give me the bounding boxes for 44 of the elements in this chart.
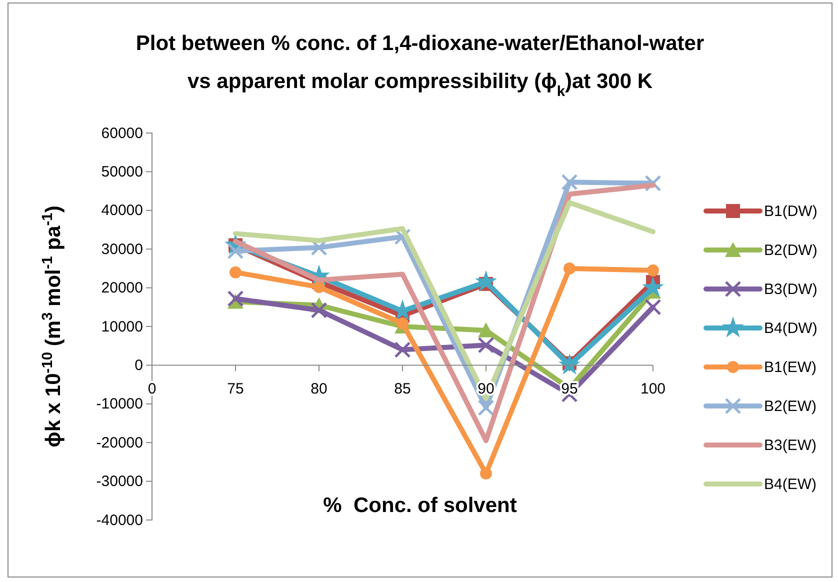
legend-label: B4(EW) [764, 476, 817, 493]
y-tick-label: 40000 [101, 202, 143, 220]
legend-label: B3(DW) [764, 281, 818, 298]
y-tick-label: 30000 [101, 240, 143, 258]
chart-title: Plot between % conc. of 1,4-dioxane-water/Ethanol-water vs apparent molar compressibility (ϕ$_{k}$)at 300 K [136, 32, 704, 100]
x-tick-label: 90 [478, 380, 494, 398]
point [564, 262, 576, 274]
y-tick-label: 10000 [101, 318, 143, 336]
point [313, 281, 325, 294]
y-tick-label: 50000 [101, 164, 143, 180]
legend-label: B1(EW) [764, 359, 817, 376]
x-tick-label: 85 [394, 380, 411, 398]
y-tick-label: 20000 [101, 280, 143, 297]
x-tick-label: 100 [640, 380, 666, 398]
point [230, 266, 242, 278]
x-tick-label: 0 [148, 380, 156, 398]
point [644, 298, 662, 316]
point [558, 354, 580, 375]
legend-label: B3(EW) [764, 437, 817, 454]
point [480, 468, 492, 480]
point [647, 264, 659, 276]
point [642, 276, 664, 298]
y-tick-label: 0 [134, 357, 143, 374]
y-tick-label: 60000 [101, 124, 143, 142]
y-tick-label: -30000 [96, 473, 143, 490]
point [561, 174, 578, 190]
legend-label: B2(EW) [764, 398, 817, 415]
point [478, 400, 494, 416]
point [478, 336, 494, 354]
y-tick-label: -10000 [96, 396, 143, 413]
y-tick-label: -40000 [96, 512, 143, 529]
x-tick-label: 75 [227, 380, 244, 398]
legend-label: B1(DW) [764, 203, 818, 220]
point [475, 270, 497, 292]
legend-label: B2(DW) [764, 242, 818, 259]
point [394, 341, 411, 358]
x-tick-label: 80 [310, 380, 328, 398]
point [478, 322, 494, 338]
legend-label: B4(DW) [764, 320, 818, 337]
x-axis-title: % Conc. of solvent [323, 494, 517, 517]
point [310, 302, 328, 318]
point [396, 317, 408, 330]
y-tick-label: -20000 [96, 434, 143, 452]
point [227, 290, 244, 307]
